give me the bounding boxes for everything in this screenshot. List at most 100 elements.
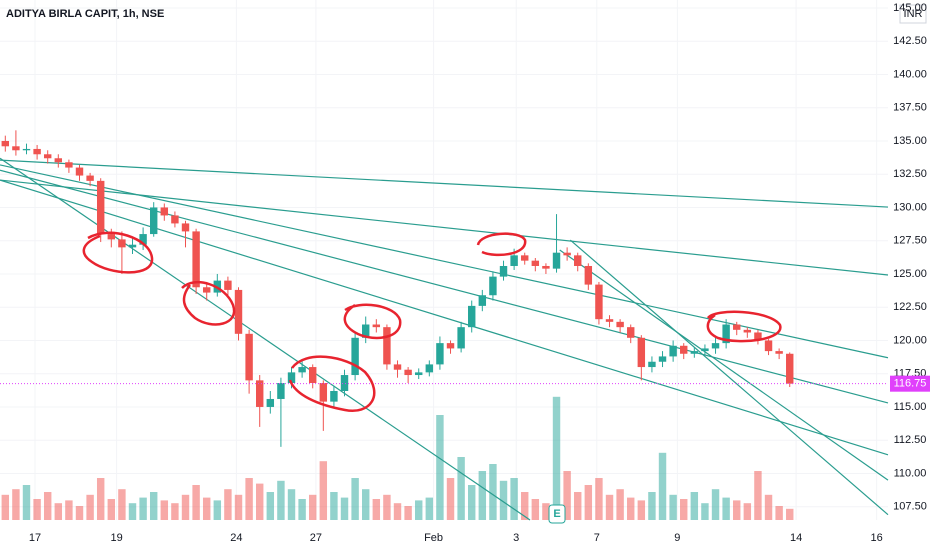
- volume-bar: [256, 483, 264, 520]
- volume-bar: [489, 464, 497, 520]
- candle-body: [319, 383, 328, 402]
- volume-bar: [319, 461, 328, 520]
- volume-bar: [330, 492, 338, 520]
- trend-line: [559, 249, 889, 481]
- currency-label: INR: [904, 8, 923, 20]
- candle-body: [510, 255, 518, 266]
- volume-bar: [754, 471, 762, 520]
- volume-bar: [733, 500, 741, 520]
- last-price-label: 116.75: [894, 378, 927, 390]
- volume-bar: [75, 506, 84, 520]
- candle-body: [563, 252, 571, 256]
- candle-body: [65, 162, 73, 168]
- volume-bar: [96, 478, 105, 520]
- trend-line: [0, 179, 889, 456]
- volume-bar: [722, 497, 730, 520]
- volume-bar: [616, 489, 624, 520]
- trend-line: [0, 179, 889, 276]
- candle-body: [266, 398, 275, 407]
- candle-body: [96, 180, 105, 235]
- candle-body: [605, 319, 614, 322]
- volume-bar: [86, 494, 94, 520]
- candle-body: [149, 207, 158, 235]
- y-tick-label: 132.50: [893, 168, 927, 180]
- chart-title: ADITYA BIRLA CAPIT, 1h, NSE: [6, 8, 164, 20]
- volume-bar: [584, 485, 593, 520]
- candle-body: [202, 287, 211, 293]
- volume-bar: [287, 489, 296, 520]
- candle-body: [446, 343, 455, 349]
- volume-bar: [362, 489, 370, 520]
- volume-bar: [149, 492, 158, 520]
- y-tick-label: 120.00: [893, 334, 927, 346]
- candle-body: [552, 252, 561, 269]
- volume-bar: [65, 500, 73, 520]
- volume-bar: [171, 503, 179, 520]
- trend-line: [0, 169, 889, 404]
- volume-bar: [595, 478, 603, 520]
- candle-body: [43, 154, 52, 159]
- candle-body: [754, 332, 762, 341]
- trend-line: [569, 239, 889, 516]
- volume-bar: [298, 499, 306, 520]
- y-tick-label: 112.50: [894, 434, 927, 446]
- candle-body: [489, 276, 497, 296]
- volume-bar: [658, 452, 667, 520]
- event-label: E: [553, 508, 560, 520]
- candle-body: [340, 375, 349, 391]
- ellipse-annotation: [343, 303, 402, 340]
- y-tick-label: 107.50: [893, 501, 927, 513]
- volume-bar: [393, 503, 402, 520]
- candle-body: [690, 351, 699, 354]
- volume-bar: [690, 492, 699, 520]
- volume-bar: [531, 499, 540, 520]
- currency-box: [899, 4, 927, 24]
- volume-bar: [680, 499, 688, 520]
- candle-body: [574, 255, 582, 266]
- candle-body: [648, 361, 656, 368]
- candle-body: [425, 364, 434, 373]
- volume-bar: [436, 415, 444, 520]
- volume-bar: [245, 478, 253, 520]
- candle-body: [499, 265, 508, 277]
- y-tick-label: 127.50: [893, 235, 927, 247]
- y-tick-label: 135.00: [893, 135, 927, 147]
- plot-area: [0, 0, 889, 521]
- volume-bar: [605, 494, 614, 520]
- candle-body: [22, 148, 31, 151]
- volume-bar: [701, 503, 709, 520]
- volume-bar: [468, 485, 476, 520]
- candle-body: [245, 333, 253, 381]
- volume-bar: [192, 485, 200, 520]
- volume-bar: [574, 492, 582, 520]
- volume-bar: [139, 497, 147, 520]
- candle-body: [616, 321, 624, 328]
- y-tick-label: 122.50: [893, 301, 927, 313]
- ellipse-annotation: [288, 355, 376, 413]
- x-tick-label: 16: [871, 532, 883, 544]
- candle-body: [309, 367, 317, 384]
- volume-bar: [775, 506, 783, 520]
- candle-body: [595, 284, 603, 320]
- candle-body: [415, 372, 423, 376]
- volume-bar: [118, 489, 126, 520]
- candle-body: [54, 158, 63, 163]
- candle-body: [298, 367, 306, 373]
- candle-body: [139, 234, 147, 245]
- event-marker[interactable]: [548, 504, 566, 524]
- candle-body: [701, 348, 709, 352]
- last-price-box: [890, 375, 930, 392]
- volume-bar: [43, 492, 52, 520]
- ellipse-annotation: [706, 310, 782, 343]
- candle-body: [86, 175, 94, 181]
- candle-body: [733, 324, 741, 330]
- candle-body: [383, 327, 391, 365]
- candle-body: [404, 369, 412, 376]
- volume-bar: [340, 497, 349, 520]
- y-tick-label: 130.00: [893, 201, 927, 213]
- candle-body: [669, 345, 677, 357]
- y-tick-label: 145.00: [893, 2, 927, 14]
- y-tick-label: 110.00: [894, 467, 927, 479]
